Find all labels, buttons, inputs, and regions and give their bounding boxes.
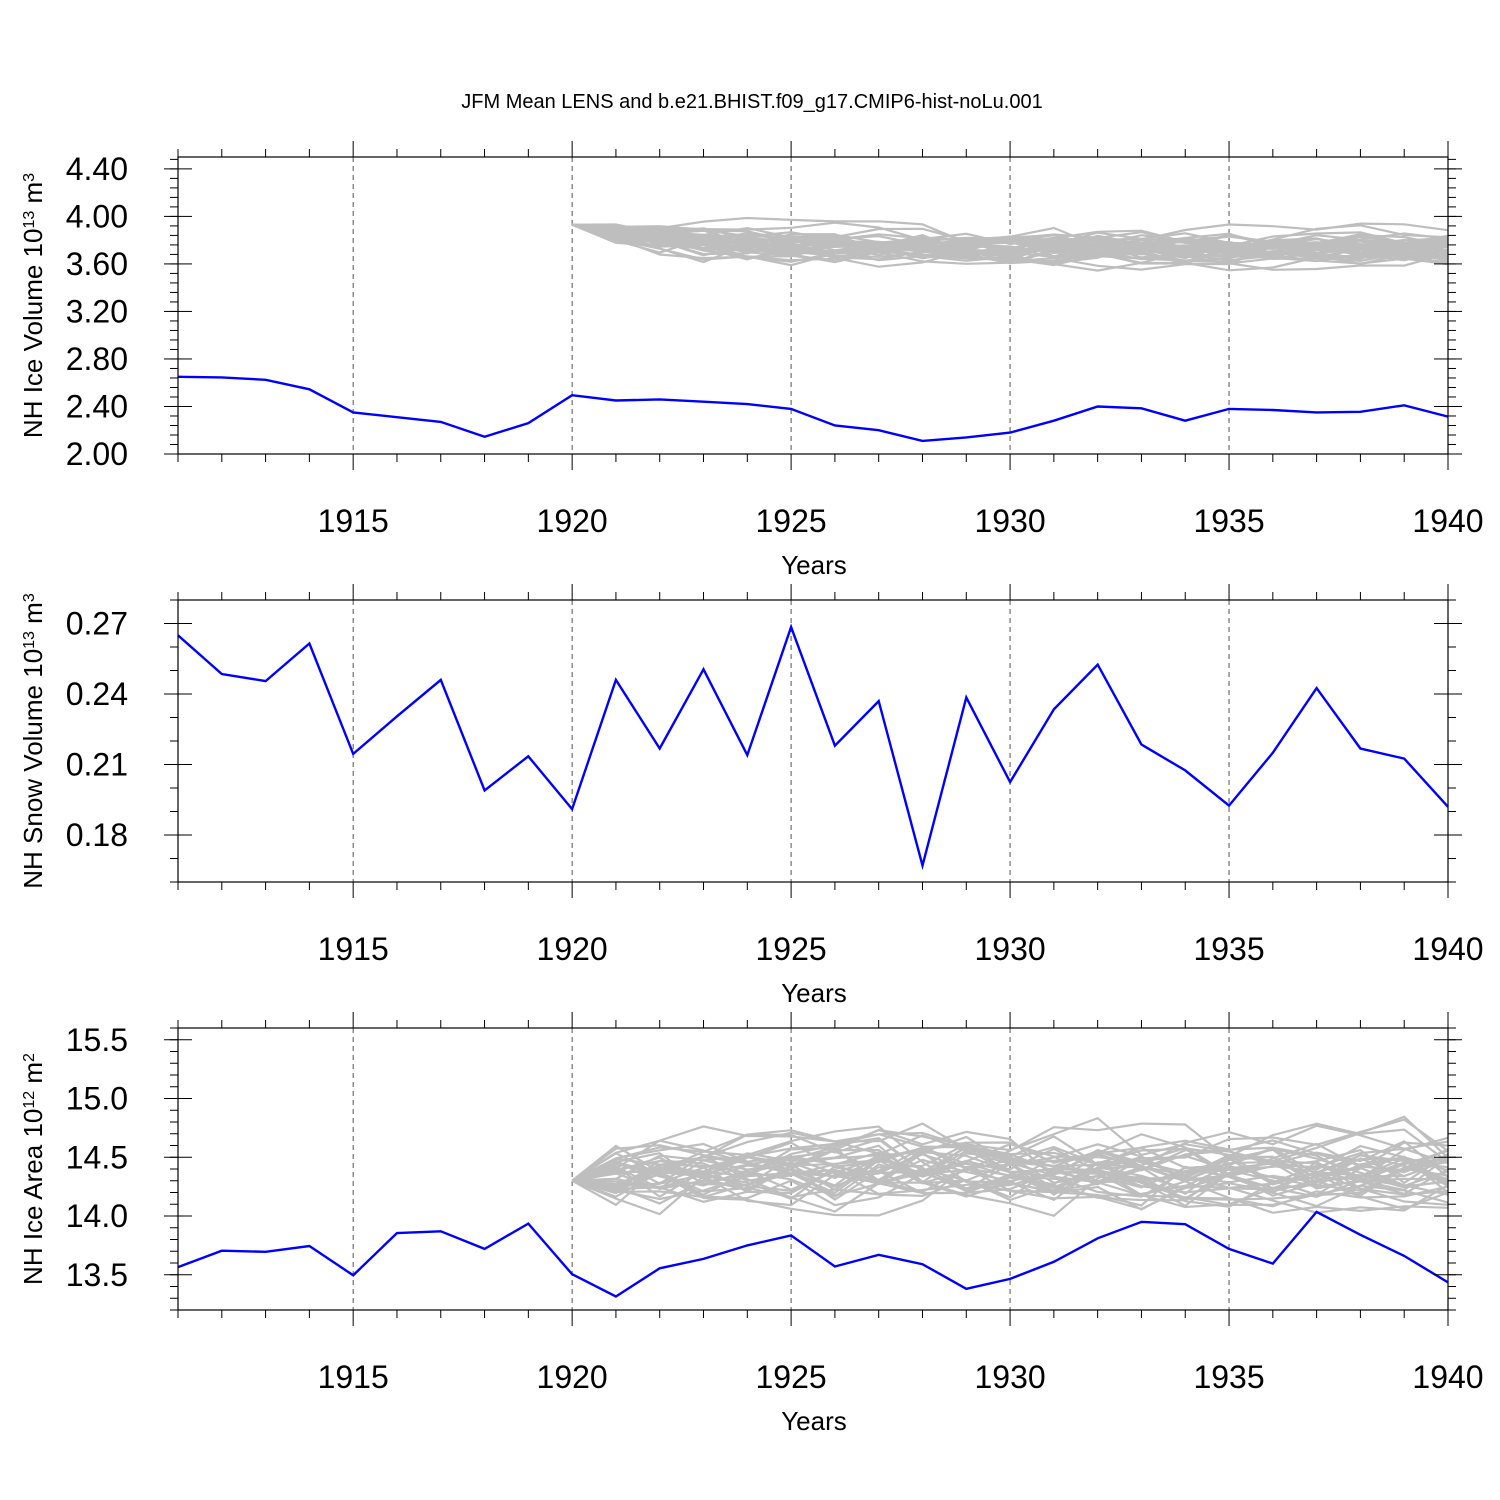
y-label-text: NH Snow Volume 10: [18, 649, 48, 889]
ensemble-line: [571, 1122, 1449, 1197]
y-tick-label: 2.00: [66, 436, 128, 472]
y-label-text: NH Ice Area 10: [18, 1109, 48, 1285]
panel-ice-area: 1915 1920 1925 1930 1935 1940 13.5 14.0 14.5 15.0…: [18, 1012, 1484, 1436]
ensemble-line: [571, 1124, 1449, 1184]
panels: 1915 1920 1925 1930 1935 1940 2.00 2.40 2.80 3.20…: [18, 141, 1484, 1436]
x-tick-label: 1915: [318, 931, 389, 967]
ensemble-line: [571, 1118, 1449, 1199]
x-tick-label: 1935: [1193, 931, 1264, 967]
x-tick-label: 1935: [1193, 503, 1264, 539]
x-tick-label: 1915: [318, 1359, 389, 1395]
x-axis-label: Years: [781, 1406, 847, 1436]
y-tick-label: 3.20: [66, 293, 128, 329]
ensemble-line: [571, 1144, 1449, 1201]
y-axis-label: NH Ice Area 1012 m2: [18, 1053, 48, 1285]
y-label-text: m: [18, 182, 48, 211]
x-tick-label: 1925: [756, 1359, 827, 1395]
y-tick-label: 4.40: [66, 151, 128, 187]
x-tick-label: 1930: [974, 1359, 1045, 1395]
y-tick-label: 15.0: [66, 1081, 128, 1117]
y-tick-label: 0.24: [66, 676, 128, 712]
ensemble-line: [572, 1146, 1449, 1211]
ensemble-line: [572, 1133, 1449, 1190]
x-tick-label: 1920: [537, 931, 608, 967]
y-tick-label: 3.60: [66, 246, 128, 282]
x-tick-label: 1920: [537, 1359, 608, 1395]
y-tick-label: 4.00: [66, 198, 128, 234]
y-label-superscript: 13: [21, 211, 38, 229]
y-axis-label: NH Ice Volume 1013 m3: [18, 173, 48, 438]
y-tick-label: 15.5: [66, 1022, 128, 1058]
y-label-text: m: [18, 602, 48, 631]
y-label-superscript: 3: [21, 173, 38, 182]
y-tick-label: 13.5: [66, 1257, 128, 1293]
ensemble-members: [571, 216, 1449, 272]
x-axis-label: Years: [781, 550, 847, 580]
y-label-text: NH Ice Volume 10: [18, 229, 48, 439]
y-tick-label: 0.18: [66, 817, 128, 853]
ensemble-line: [571, 223, 1449, 266]
y-label-superscript: 13: [21, 631, 38, 649]
x-tick-label: 1925: [756, 931, 827, 967]
ensemble-line: [571, 223, 1449, 260]
y-label-superscript: 2: [21, 1053, 38, 1062]
y-tick-label: 0.21: [66, 747, 128, 783]
ensemble-line: [571, 1131, 1449, 1190]
x-tick-label: 1915: [318, 503, 389, 539]
ensemble-line: [571, 223, 1449, 263]
plot-frame: [177, 156, 1449, 455]
ensemble-members: [571, 1115, 1449, 1218]
x-tick-label: 1930: [974, 931, 1045, 967]
x-tick-label: 1935: [1193, 1359, 1264, 1395]
y-tick-label: 14.5: [66, 1139, 128, 1175]
ensemble-line: [571, 1139, 1449, 1198]
panel-snow-volume: 1915 1920 1925 1930 1935 1940 0.18 0.21 0.24 0.27…: [18, 584, 1484, 1008]
series-line: [177, 623, 1449, 871]
y-label-superscript: 12: [21, 1091, 38, 1109]
y-tick-label: 0.27: [66, 606, 128, 642]
y-tick-label: 2.40: [66, 388, 128, 424]
x-tick-label: 1930: [974, 503, 1045, 539]
y-axis-label: NH Snow Volume 1013 m3: [18, 593, 48, 889]
series-line: [177, 1210, 1449, 1298]
y-label-superscript: 3: [21, 593, 38, 602]
series-line: [177, 375, 1449, 443]
ensemble-line: [571, 223, 1449, 265]
ensemble-line: [571, 223, 1449, 265]
x-tick-label: 1940: [1412, 931, 1483, 967]
x-tick-label: 1940: [1412, 1359, 1483, 1395]
x-axis-label: Years: [781, 978, 847, 1008]
ensemble-line: [571, 1144, 1449, 1218]
y-tick-label: 14.0: [66, 1198, 128, 1234]
y-tick-label: 2.80: [66, 341, 128, 377]
panel-ice-volume: 1915 1920 1925 1930 1935 1940 2.00 2.40 2.80 3.20…: [18, 141, 1484, 580]
y-label-text: m: [18, 1062, 48, 1091]
chart-title: JFM Mean LENS and b.e21.BHIST.f09_g17.CM…: [461, 91, 1042, 113]
x-tick-label: 1920: [537, 503, 608, 539]
x-tick-label: 1925: [756, 503, 827, 539]
x-tick-label: 1940: [1412, 503, 1483, 539]
